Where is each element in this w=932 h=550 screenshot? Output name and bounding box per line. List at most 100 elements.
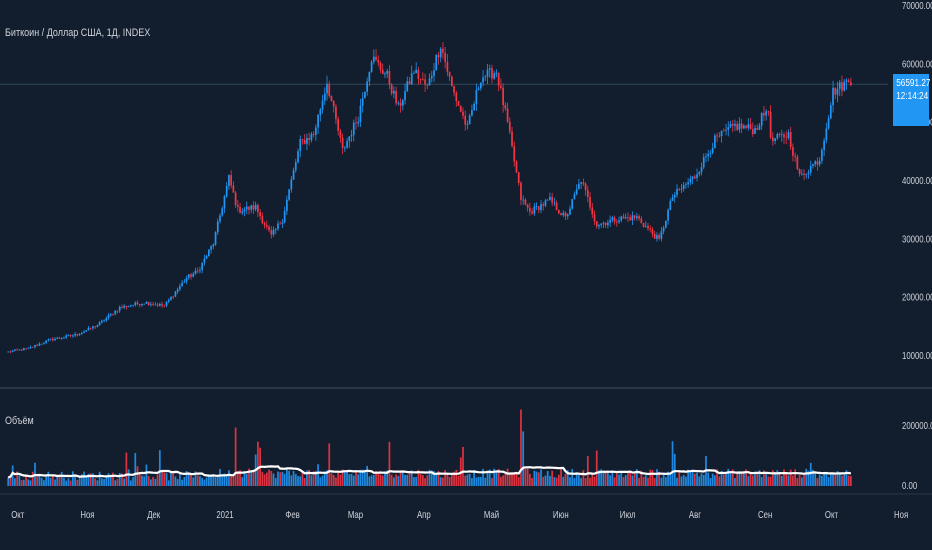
candle-body (357, 121, 360, 124)
candle-body (484, 76, 487, 78)
volume-bar (274, 478, 277, 486)
volume-bar (439, 477, 442, 486)
volume-bar (430, 470, 433, 486)
volume-bar (475, 477, 478, 486)
volume-bar (154, 478, 157, 486)
candle-body (743, 125, 745, 129)
candle-body (408, 81, 411, 85)
time-axis-label: Окт (825, 509, 838, 520)
volume-bar (421, 475, 424, 486)
candle-body (551, 196, 554, 203)
volume-bar (638, 477, 640, 486)
volume-bar (390, 474, 393, 486)
volume-bar (406, 474, 409, 486)
volume-bar (707, 472, 710, 486)
candle-body (689, 178, 692, 183)
volume-bar (415, 476, 418, 486)
candle-body (736, 123, 739, 130)
volume-bar (500, 477, 502, 486)
volume-bar (270, 471, 273, 486)
candle-body (838, 82, 841, 89)
time-axis-label: Июн (553, 509, 569, 520)
candle-body (314, 127, 317, 135)
volume-bar (722, 474, 725, 486)
candle-body (252, 205, 255, 210)
volume-bar (297, 476, 299, 486)
volume-bar (292, 471, 295, 486)
candle-body (829, 105, 832, 119)
volume-bar (36, 476, 39, 486)
volume-bar (179, 472, 181, 486)
candle-body (698, 172, 701, 175)
candle-body (230, 175, 233, 186)
volume-bar (586, 456, 589, 486)
candle-body (248, 206, 250, 210)
volume-bar (107, 473, 110, 486)
volume-bar (94, 478, 97, 486)
candle-body (696, 174, 698, 179)
candle-body (575, 189, 578, 195)
volume-bar (798, 475, 801, 486)
volume-bar (98, 471, 101, 486)
candle-body (767, 111, 770, 113)
volume-bar (65, 480, 68, 486)
volume-bar (809, 462, 812, 486)
volume-bar (301, 472, 304, 486)
candle-body (9, 351, 12, 353)
volume-bar (214, 477, 217, 486)
candle-body (513, 146, 516, 162)
volume-bar (789, 469, 792, 486)
candle-body (170, 296, 172, 300)
candle-body (667, 210, 669, 221)
candle-body (145, 302, 148, 304)
candle-body (522, 199, 525, 201)
candle-body (680, 188, 683, 190)
candle-body (618, 220, 620, 223)
volume-bar (678, 471, 681, 486)
candle-body (783, 134, 785, 138)
volume-bar (727, 468, 730, 486)
candle-body (471, 110, 473, 116)
candle-body (506, 108, 509, 122)
volume-bar (143, 476, 146, 486)
candle-body (228, 175, 230, 187)
volume-bar (145, 464, 148, 486)
candle-body (511, 131, 513, 147)
volume-bar (337, 471, 340, 486)
candle-body (727, 127, 730, 130)
candle-body (54, 338, 56, 341)
volume-bar (564, 473, 567, 486)
volume-bar (747, 476, 750, 486)
volume-bar (524, 468, 527, 486)
volume-bar (299, 476, 302, 486)
volume-bar (598, 470, 600, 486)
candle-body (537, 206, 540, 211)
candle-body (569, 208, 571, 215)
volume-bar (544, 475, 547, 486)
last-price-badge: 56591.27 12:14:24 (893, 74, 930, 126)
volume-bar (611, 470, 614, 486)
volume-bar (827, 477, 830, 486)
candle-body (199, 269, 201, 271)
volume-ma-line (7, 465, 852, 479)
volume-bar (410, 470, 413, 486)
volume-bar (760, 477, 763, 486)
candle-body (212, 244, 215, 247)
volume-bar (829, 473, 832, 486)
candle-body (613, 217, 616, 222)
candle-body (560, 213, 562, 216)
volume-bar (399, 470, 402, 486)
volume-bar (725, 472, 727, 486)
volume-bar (335, 477, 337, 486)
volume-bar (546, 470, 549, 486)
volume-bar (156, 474, 159, 486)
candle-body (566, 214, 569, 217)
candle-body (426, 84, 429, 86)
candle-body (27, 347, 30, 349)
candle-body (656, 235, 658, 239)
volume-bar (825, 473, 828, 486)
volume-bar (83, 471, 85, 486)
volume-bar (533, 470, 536, 486)
candle-body (257, 205, 259, 213)
